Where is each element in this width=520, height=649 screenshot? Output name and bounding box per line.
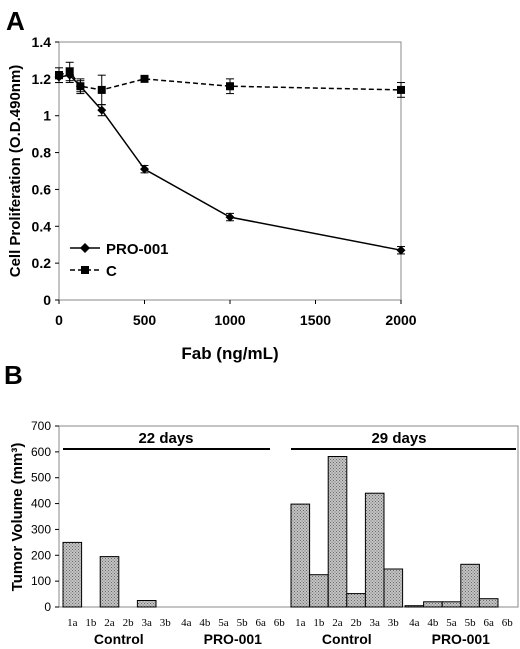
x-tick-label: 1500 xyxy=(300,312,331,328)
panel-b-y-axis-title: Tumor Volume (mm³) xyxy=(9,443,26,592)
bar-3a xyxy=(136,600,157,608)
y-tick-label: 400 xyxy=(31,497,51,511)
y-tick-label: 600 xyxy=(31,445,51,459)
data-point-square xyxy=(140,74,149,83)
timepoint-29-days-label: 29 days xyxy=(371,430,426,447)
y-tick-label: 0.8 xyxy=(32,145,52,161)
x-category-label: 1b xyxy=(85,617,97,629)
panel-a-x-axis-title: Fab (ng/mL) xyxy=(181,344,278,363)
bar-1b xyxy=(309,574,329,608)
y-tick-label: 0.2 xyxy=(32,255,52,271)
x-category-label: 2a xyxy=(332,617,343,629)
group-label: Control xyxy=(322,631,372,647)
x-category-label: 1a xyxy=(67,617,78,629)
bar-6a xyxy=(478,598,499,608)
data-point-square xyxy=(97,85,106,94)
panel-a: A 00.20.40.60.811.21.4 0 500 1000 1500 2000 … xyxy=(6,6,417,363)
data-point-square xyxy=(65,67,74,76)
y-tick-label: 500 xyxy=(31,471,51,485)
x-tick-label: 500 xyxy=(133,312,157,328)
x-tick-label: 1000 xyxy=(214,312,245,328)
bar-1a xyxy=(290,503,311,608)
y-tick-label: 0.4 xyxy=(32,218,52,234)
y-tick-label: 0.6 xyxy=(32,181,52,197)
bar-5a xyxy=(441,601,462,608)
panel-a-legend: PRO-001 C xyxy=(70,241,169,280)
group-label: Control xyxy=(94,631,144,647)
legend-c-square-marker xyxy=(81,266,89,274)
x-category-label: 3a xyxy=(142,617,153,629)
y-tick-label: 0 xyxy=(43,292,51,308)
bar-3a xyxy=(364,492,385,608)
y-tick-label: 1.2 xyxy=(32,71,52,87)
y-tick-label: 1 xyxy=(43,108,51,124)
panel-b-label: B xyxy=(4,360,23,390)
y-tick-label: 0 xyxy=(44,600,51,614)
group-label: PRO-001 xyxy=(432,631,491,647)
bar-2b xyxy=(346,593,366,608)
x-category-label: 3b xyxy=(160,617,172,629)
x-category-label: 6b xyxy=(502,617,514,629)
panel-a-x-axis: 0 500 1000 1500 2000 xyxy=(55,300,417,328)
x-category-label: 4b xyxy=(199,617,211,629)
x-category-label: 4a xyxy=(181,617,192,629)
x-category-label: 2b xyxy=(123,617,135,629)
bar-2a xyxy=(327,456,348,608)
bar-2a xyxy=(99,556,120,608)
panel-b-y-axis: 0 100 200 300 400 500 600 700 xyxy=(31,419,59,614)
y-tick-label: 300 xyxy=(31,522,51,536)
panel-a-label: A xyxy=(6,6,25,36)
x-category-label: 5b xyxy=(237,617,249,629)
x-category-label: 4b xyxy=(427,617,439,629)
bar-3b xyxy=(383,568,404,608)
x-category-label: 3b xyxy=(388,617,400,629)
x-category-label: 2b xyxy=(351,617,363,629)
panel-b: B 0 100 200 300 400 500 600 700 Tumor Volume (m… xyxy=(4,360,519,647)
panel-b-x-axis: 1a 1b 2a 2b 3a 3b Control 4a 4b 5a 5b 6a 6b PRO-001 1a… xyxy=(67,617,513,647)
panel-a-y-axis-title: Cell Proliferation (O.D.490nm) xyxy=(7,65,24,278)
legend-pro001-label: PRO-001 xyxy=(106,241,169,258)
panel-b-plot-area xyxy=(58,425,519,608)
x-category-label: 5b xyxy=(465,617,477,629)
panel-a-y-axis: 0 0.2 0.4 0.6 0.8 1 1.2 1.4 xyxy=(32,34,59,308)
x-category-label: 6a xyxy=(484,617,495,629)
x-category-label: 1a xyxy=(295,617,306,629)
x-category-label: 3a xyxy=(370,617,381,629)
data-point-square xyxy=(76,82,85,91)
data-point-square xyxy=(397,85,405,94)
x-tick-label: 2000 xyxy=(385,312,416,328)
timepoint-22-days-label: 22 days xyxy=(138,430,193,447)
x-category-label: 6b xyxy=(274,617,286,629)
data-point-diamond xyxy=(97,105,107,115)
y-tick-label: 200 xyxy=(31,548,51,562)
bar-4a xyxy=(404,605,425,608)
x-category-label: 4a xyxy=(409,617,420,629)
x-category-label: 5a xyxy=(446,617,457,629)
data-point-diamond xyxy=(396,245,406,255)
bar-5b xyxy=(460,563,480,608)
y-tick-label: 1.4 xyxy=(32,34,52,50)
x-category-label: 1b xyxy=(313,617,325,629)
x-category-label: 5a xyxy=(218,617,229,629)
data-point-diamond xyxy=(225,212,235,222)
bar-4b xyxy=(423,601,443,608)
y-tick-label: 700 xyxy=(31,419,51,433)
legend-pro001-diamond-marker xyxy=(80,243,90,253)
legend-c-label: C xyxy=(106,263,117,280)
data-point-square xyxy=(55,71,63,80)
bar-1a xyxy=(62,541,83,608)
y-tick-label: 100 xyxy=(31,574,51,588)
x-category-label: 6a xyxy=(256,617,267,629)
group-label: PRO-001 xyxy=(204,631,263,647)
x-category-label: 2a xyxy=(104,617,115,629)
panel-b-timepoint-brackets: 22 days 29 days xyxy=(63,430,516,450)
panel-a-series xyxy=(54,61,406,255)
data-point-diamond xyxy=(140,164,149,174)
data-point-square xyxy=(226,82,234,91)
panel-b-bars xyxy=(62,456,499,608)
x-tick-label: 0 xyxy=(55,312,63,328)
